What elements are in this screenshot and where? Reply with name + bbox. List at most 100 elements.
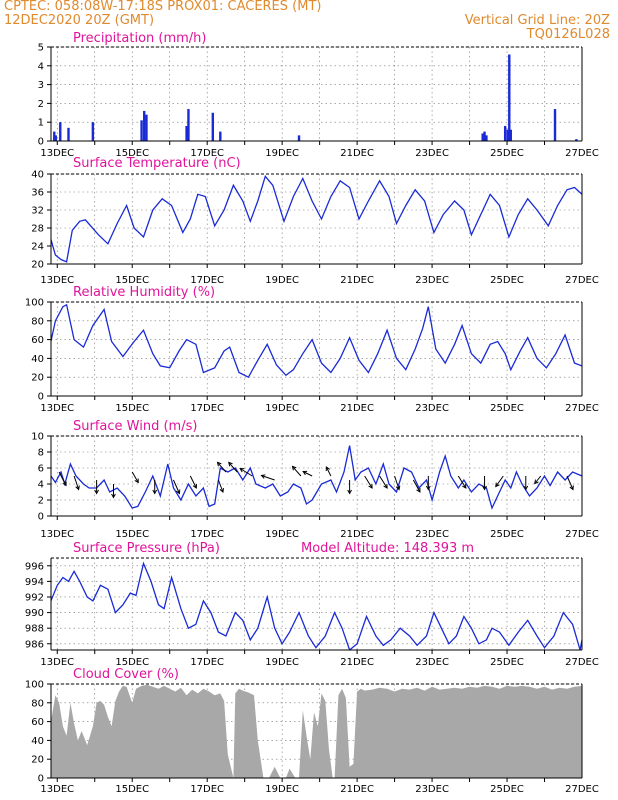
y-tick-label: 1 — [38, 118, 44, 129]
y-tick-label: 40 — [31, 736, 44, 747]
precip-bar — [140, 120, 143, 141]
x-tick-label: 13DEC — [40, 529, 74, 540]
precip-bar — [508, 54, 511, 141]
wind-arrow — [379, 475, 388, 489]
wind-arrow-head — [228, 461, 233, 467]
vertical-grid-note: Vertical Grid Line: 20Z — [464, 13, 610, 28]
wind-arrow — [73, 475, 80, 490]
x-tick-label: 19DEC — [265, 657, 299, 668]
wind-arrow-head — [111, 493, 116, 499]
wind-arrow — [217, 479, 224, 493]
wind-arrow-head — [523, 485, 529, 491]
x-tick-label: 15DEC — [115, 529, 149, 540]
x-tick-label: 25DEC — [490, 148, 524, 159]
wind-arrow-head — [482, 485, 487, 491]
wind-arrow — [58, 471, 67, 486]
wind-arrow-head — [94, 489, 99, 495]
panel-4: 0 2 4 6 8 10 13DEC 15DEC 17DEC 19DEC 21DEC 23DEC 25D… — [31, 419, 599, 540]
wind-arrow-head — [192, 483, 197, 489]
x-tick-label: 21DEC — [340, 403, 374, 414]
y-tick-label: 3 — [38, 80, 44, 91]
y-tick-label: 36 — [31, 188, 44, 199]
panel-6: 0 20 40 60 80 100 13DEC 15DEC 17DEC 19DEC 21DEC 23D… — [25, 667, 599, 795]
wind-arrow — [394, 475, 400, 490]
panel-title: Precipitation (mm/h) — [73, 31, 206, 46]
x-tick-label: 23DEC — [415, 148, 449, 159]
wind-arrow — [495, 475, 504, 487]
x-tick-label: 23DEC — [415, 403, 449, 414]
panel-3: 0 20 40 60 80 100 13DEC 15DEC 17DEC 19DEC 21DEC 23D… — [25, 285, 599, 414]
x-tick-label: 19DEC — [265, 784, 299, 795]
wind-arrow — [217, 462, 227, 473]
x-tick-label: 27DEC — [565, 275, 599, 286]
wind-arrow — [325, 466, 332, 477]
panel-2: 20 24 28 32 36 40 13DEC 15DEC 17DEC 19DEC 21DEC 23D… — [31, 156, 599, 286]
plot-area — [51, 436, 582, 516]
y-tick-label: 24 — [31, 242, 44, 253]
x-tick-label: 17DEC — [190, 275, 224, 286]
precip-bar — [91, 122, 95, 141]
precip-bar — [211, 112, 215, 141]
y-tick-label: 5 — [38, 43, 44, 54]
x-tick-label: 21DEC — [340, 148, 374, 159]
y-tick-label: 20 — [31, 260, 44, 271]
wind-arrow — [534, 475, 542, 484]
precip-bar — [509, 129, 512, 141]
precip-bar — [219, 131, 222, 141]
run-time: 12DEC2020 20Z (GMT) — [4, 13, 155, 28]
x-tick-label: 21DEC — [340, 784, 374, 795]
panel-title: Surface Pressure (hPa) — [73, 541, 220, 556]
precip-bar — [59, 122, 62, 141]
model-code: TQ0126L028 — [526, 27, 610, 42]
x-tick-label: 25DEC — [490, 529, 524, 540]
x-tick-label: 15DEC — [115, 784, 149, 795]
x-tick-label: 15DEC — [115, 403, 149, 414]
wind-arrow — [292, 466, 302, 477]
precip-bar — [506, 129, 509, 141]
x-tick-label: 13DEC — [40, 784, 74, 795]
wind-arrow-head — [219, 487, 224, 493]
wind-arrow — [364, 475, 373, 489]
y-tick-label: 60 — [31, 717, 44, 728]
precip-bar — [481, 133, 484, 141]
y-tick-label: 32 — [31, 206, 44, 217]
wind-arrow-head — [425, 485, 431, 491]
precip-bar — [54, 135, 57, 141]
x-tick-label: 27DEC — [565, 529, 599, 540]
precip-bar — [145, 114, 148, 141]
cloud-cover-area — [50, 684, 582, 778]
y-tick-label: 8 — [38, 448, 44, 459]
plot-area — [51, 174, 582, 264]
header: CPTEC: 058:08W-17:18S PROX01: CACERES (M… — [0, 0, 618, 44]
x-tick-label: 25DEC — [490, 403, 524, 414]
station-line: CPTEC: 058:08W-17:18S PROX01: CACERES (M… — [4, 0, 322, 14]
x-tick-label: 23DEC — [415, 529, 449, 540]
wind-arrow-head — [62, 481, 67, 487]
precip-bar — [143, 110, 146, 141]
wind-arrow-head — [291, 465, 297, 471]
x-tick-label: 13DEC — [40, 657, 74, 668]
wind-arrow — [131, 471, 139, 483]
x-tick-label: 27DEC — [565, 403, 599, 414]
wind-arrow — [302, 471, 313, 477]
y-tick-label: 988 — [25, 624, 44, 635]
y-tick-label: 0 — [38, 774, 44, 785]
x-tick-label: 13DEC — [40, 148, 74, 159]
y-tick-label: 0 — [38, 392, 44, 403]
y-tick-label: 60 — [31, 335, 44, 346]
x-tick-label: 17DEC — [190, 529, 224, 540]
y-tick-label: 80 — [31, 698, 44, 709]
x-tick-label: 25DEC — [490, 657, 524, 668]
x-tick-label: 15DEC — [115, 148, 149, 159]
y-tick-label: 2 — [38, 496, 44, 507]
y-tick-label: 0 — [38, 512, 44, 523]
wind-arrow-head — [75, 485, 80, 491]
x-tick-label: 17DEC — [190, 657, 224, 668]
wind-arrow-head — [239, 467, 245, 473]
series-line — [51, 445, 582, 510]
y-tick-label: 992 — [25, 592, 44, 603]
wind-arrow-head — [383, 483, 388, 489]
x-tick-label: 19DEC — [265, 275, 299, 286]
